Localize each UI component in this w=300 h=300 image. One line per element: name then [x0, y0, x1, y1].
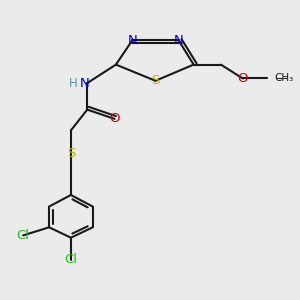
Text: S: S [67, 147, 75, 160]
Text: N: N [80, 76, 89, 90]
Text: Cl: Cl [64, 253, 77, 266]
Text: S: S [151, 74, 160, 87]
Text: N: N [128, 34, 137, 47]
Text: Cl: Cl [17, 229, 30, 242]
Text: O: O [109, 112, 120, 125]
Text: N: N [174, 34, 184, 47]
Text: —: — [275, 72, 287, 85]
Text: H: H [69, 76, 78, 90]
Text: O: O [238, 72, 248, 85]
Text: CH₃: CH₃ [274, 74, 293, 83]
